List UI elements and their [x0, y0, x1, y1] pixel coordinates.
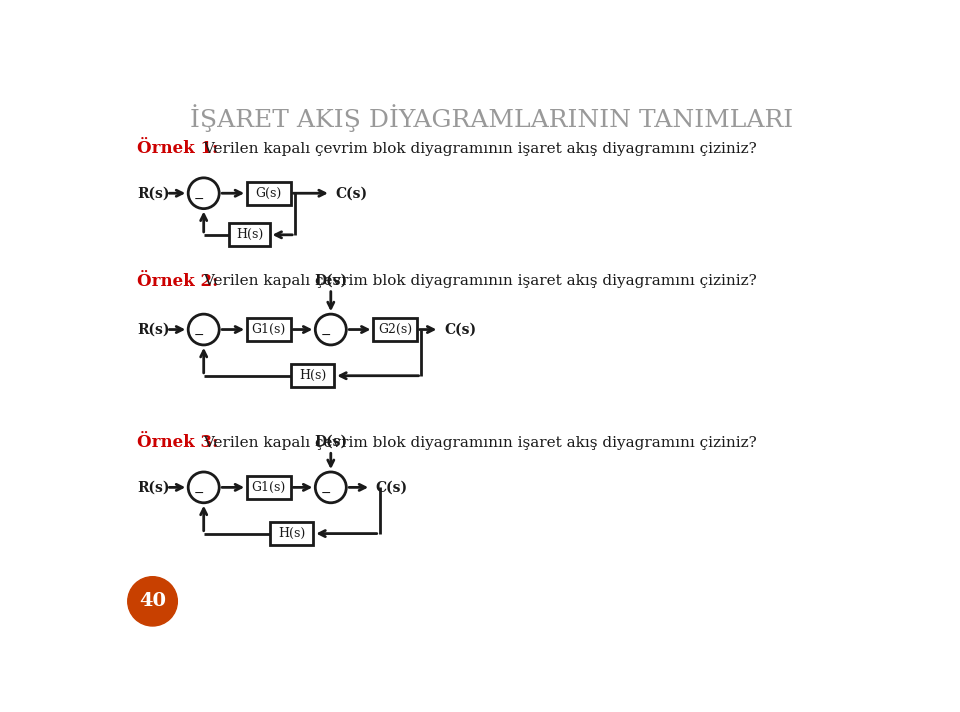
FancyBboxPatch shape [291, 364, 334, 387]
FancyBboxPatch shape [247, 318, 291, 341]
FancyBboxPatch shape [247, 182, 291, 205]
Text: G1(s): G1(s) [252, 481, 286, 494]
FancyBboxPatch shape [270, 522, 313, 545]
Text: −: − [194, 487, 204, 500]
Text: D(s): D(s) [314, 435, 348, 449]
Text: Örnek 3:: Örnek 3: [137, 434, 218, 451]
Circle shape [128, 577, 178, 626]
Text: R(s): R(s) [137, 187, 170, 200]
FancyBboxPatch shape [247, 476, 291, 499]
Text: İŞARET AKIŞ DİYAGRAMLARININ TANIMLARI: İŞARET AKIŞ DİYAGRAMLARININ TANIMLARI [190, 104, 794, 132]
Text: H(s): H(s) [278, 527, 305, 540]
Text: G2(s): G2(s) [378, 323, 412, 336]
Text: G(s): G(s) [255, 187, 282, 200]
Text: 40: 40 [139, 592, 166, 610]
Text: C(s): C(s) [335, 187, 368, 200]
Text: −: − [321, 329, 331, 342]
Text: D(s): D(s) [314, 273, 348, 287]
Text: R(s): R(s) [137, 323, 170, 337]
FancyBboxPatch shape [229, 224, 270, 246]
Text: −: − [194, 193, 204, 206]
Text: Örnek 1:: Örnek 1: [137, 140, 218, 157]
Text: Verilen kapalı çevrim blok diyagramının işaret akış diyagramını çiziniz?: Verilen kapalı çevrim blok diyagramının … [199, 436, 756, 450]
FancyBboxPatch shape [373, 318, 417, 341]
Text: Verilen kapalı çevrim blok diyagramının işaret akış diyagramını çiziniz?: Verilen kapalı çevrim blok diyagramının … [199, 142, 756, 156]
Text: −: − [321, 487, 331, 500]
Text: R(s): R(s) [137, 481, 170, 494]
Text: H(s): H(s) [299, 370, 326, 382]
Text: Verilen kapalı çevrim blok diyagramının işaret akış diyagramını çiziniz?: Verilen kapalı çevrim blok diyagramının … [199, 274, 756, 288]
Text: G1(s): G1(s) [252, 323, 286, 336]
Text: H(s): H(s) [236, 229, 263, 241]
Text: C(s): C(s) [375, 481, 408, 494]
Text: −: − [194, 329, 204, 342]
Text: C(s): C(s) [444, 323, 476, 337]
Text: Örnek 2:: Örnek 2: [137, 273, 218, 290]
